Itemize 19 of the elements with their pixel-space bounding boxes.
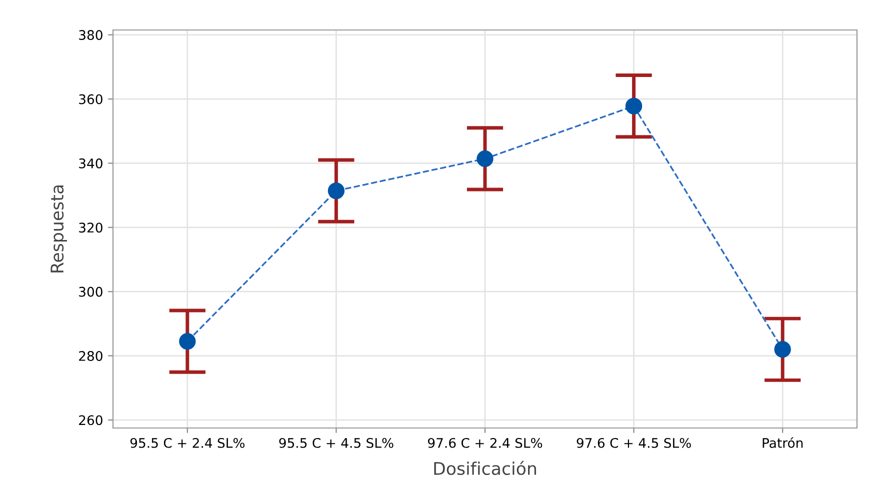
y-tick-label: 320 (79, 222, 102, 233)
x-tick-label: 95.5 C + 4.5 SL% (279, 438, 394, 448)
y-tick-label: 340 (79, 158, 102, 168)
y-tick-label: 280 (79, 351, 102, 361)
x-tick-label: 97.6 C + 4.5 SL% (576, 438, 691, 448)
y-tick-label: 300 (79, 286, 102, 297)
y-tick-label: 260 (79, 415, 102, 426)
point (179, 333, 196, 350)
point (328, 182, 345, 200)
point (625, 98, 642, 114)
y-tick-label: 380 (79, 30, 102, 40)
y-axis-title: Respuesta (50, 185, 67, 272)
x-tick-label: Patrón (762, 437, 803, 448)
point (476, 150, 494, 168)
x-tick-label: 95.5 C + 2.4 SL% (130, 438, 245, 448)
x-axis-title: Dosificación (434, 460, 536, 476)
x-tick-label: 97.6 C + 2.4 SL% (428, 438, 542, 448)
y-tick-label: 360 (79, 94, 102, 104)
point (774, 341, 791, 358)
